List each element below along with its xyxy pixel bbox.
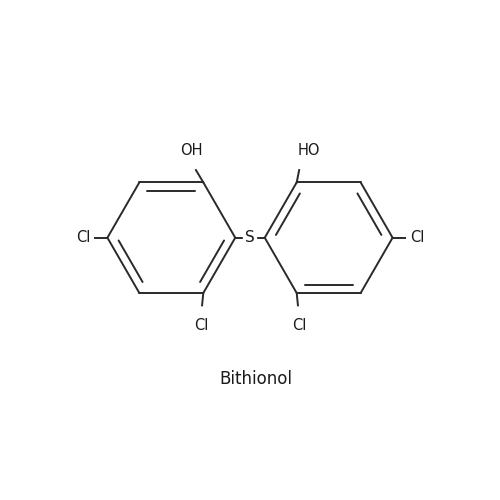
Text: Cl: Cl: [410, 230, 424, 245]
Text: S: S: [245, 230, 255, 245]
Text: Cl: Cl: [76, 230, 90, 245]
Text: Cl: Cl: [292, 318, 306, 332]
Text: Bithionol: Bithionol: [220, 370, 292, 388]
Text: OH: OH: [180, 143, 202, 158]
Text: HO: HO: [298, 143, 320, 158]
Text: Cl: Cl: [194, 318, 208, 332]
